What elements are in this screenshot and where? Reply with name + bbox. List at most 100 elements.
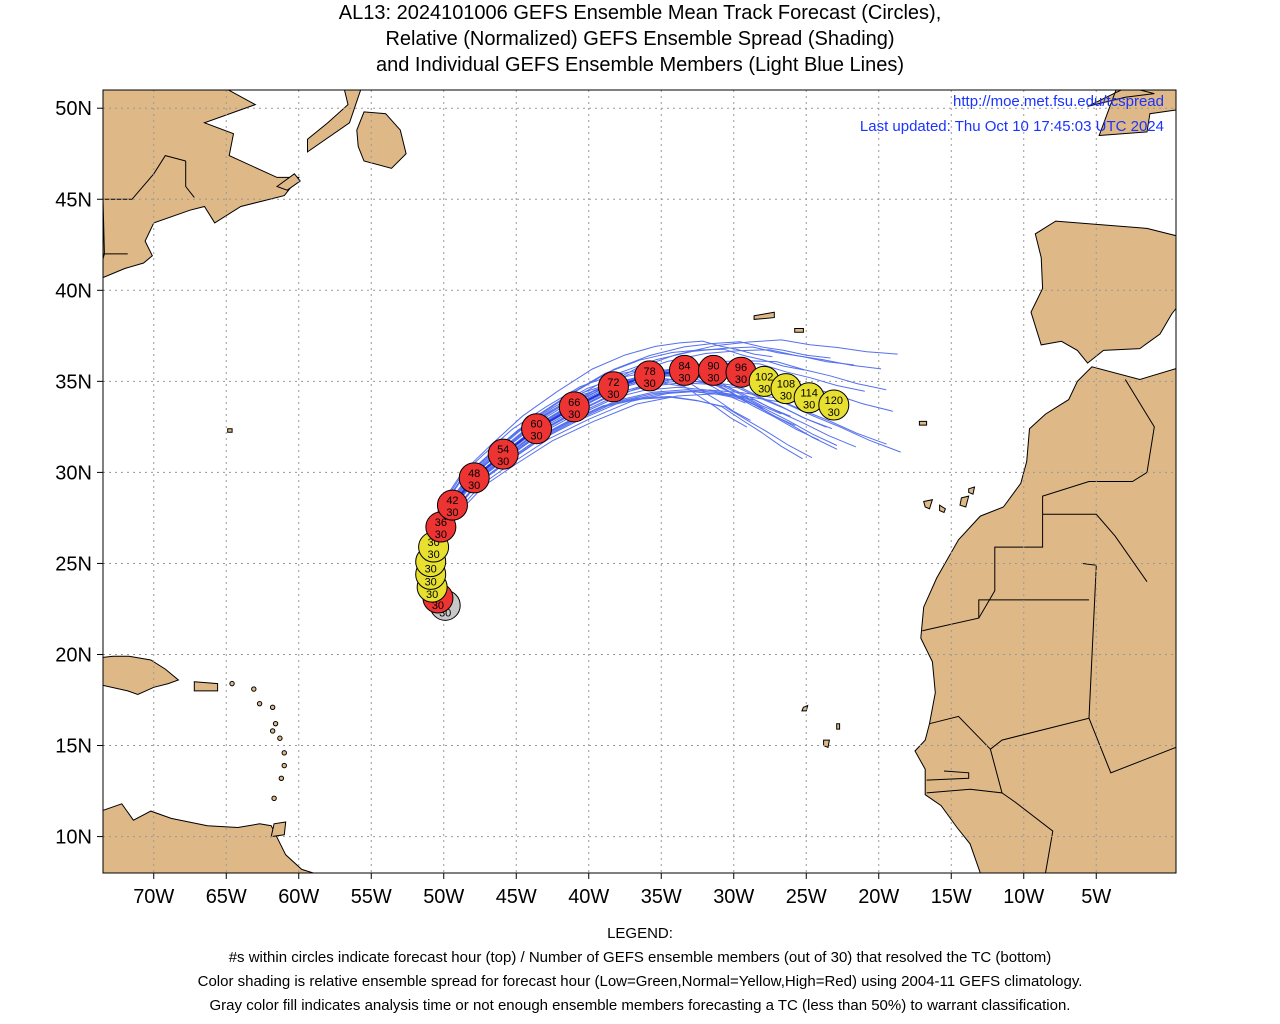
- title-line-3: and Individual GEFS Ensemble Members (Li…: [375, 54, 905, 76]
- member-track: [427, 389, 887, 606]
- lon-tick-label: 30W: [713, 886, 754, 908]
- lat-tick-label: 35N: [55, 371, 92, 393]
- lon-tick-label: 50W: [423, 886, 464, 908]
- land-puerto-rico: [193, 681, 219, 692]
- member-count-label: 30: [735, 374, 747, 386]
- lon-tick-label: 35W: [641, 886, 682, 908]
- last-updated-text: Last updated: Thu Oct 10 17:45:03 UTC 20…: [859, 118, 1164, 135]
- forecast-hour-label: 102: [755, 371, 773, 383]
- lon-tick-label: 55W: [351, 886, 392, 908]
- lat-tick-label: 20N: [55, 644, 92, 666]
- lon-tick-label: 25W: [786, 886, 827, 908]
- member-count-label: 30: [530, 431, 542, 443]
- title-line-2: Relative (Normalized) GEFS Ensemble Spre…: [385, 28, 895, 50]
- land-layer: [103, 90, 1176, 873]
- member-count-label: 30: [426, 589, 438, 601]
- forecast-hour-label: 42: [446, 495, 458, 507]
- land-cape-breton: [275, 173, 301, 191]
- forecast-hour-label: 60: [530, 419, 542, 431]
- island-dot: [269, 704, 276, 710]
- country-border: [1088, 718, 1176, 774]
- land-brittany-uk: [1087, 90, 1176, 137]
- member-count-label: 30: [468, 480, 480, 492]
- land-trinidad: [270, 821, 287, 838]
- land-madeira: [918, 420, 928, 426]
- lon-tick-label: 15W: [931, 886, 972, 908]
- lon-tick-label: 65W: [206, 886, 247, 908]
- forecast-hour-label: 90: [707, 360, 719, 372]
- member-count-label: 30: [432, 600, 444, 612]
- land-africa: [914, 366, 1176, 873]
- land-newfoundland: [307, 90, 362, 153]
- forecast-points: 0306301230183024303030363042304830543060…: [415, 354, 850, 621]
- island-dot: [278, 775, 285, 782]
- forecast-circle: [521, 413, 553, 445]
- member-count-label: 30: [425, 576, 437, 588]
- member-track: [427, 393, 901, 606]
- member-count-label: 30: [435, 529, 447, 541]
- forecast-hour-label: 72: [607, 377, 619, 389]
- forecast-hour-label: 120: [825, 395, 843, 407]
- title-line-1: AL13: 2024101006 GEFS Ensemble Mean Trac…: [338, 2, 942, 24]
- member-count-label: 30: [497, 456, 509, 468]
- member-count-label: 30: [828, 407, 840, 419]
- longitude-labels: 70W 65W 60W 55W 50W 45W 40W 35W 30W 25W 20W 15W 10W 5…: [133, 873, 1111, 908]
- forecast-hour-label: 54: [497, 444, 509, 456]
- country-border: [978, 599, 1089, 619]
- country-border: [1001, 792, 1054, 873]
- map-frame: [102, 89, 1177, 874]
- member-count-label: 30: [644, 378, 656, 390]
- legend-line-2: Color shading is relative ensemble sprea…: [197, 973, 1083, 990]
- member-count-label: 30: [427, 549, 439, 561]
- state-border: [103, 155, 186, 200]
- land-cape-verde-c: [836, 723, 841, 730]
- legend-line-1: #s within circles indicate forecast hour…: [228, 949, 1052, 966]
- land-azores: [753, 311, 775, 320]
- member-track: [425, 373, 836, 606]
- land-canary-a: [939, 504, 947, 514]
- island-dot: [269, 728, 276, 734]
- legend-heading: LEGEND:: [607, 925, 673, 942]
- state-border: [185, 161, 195, 198]
- land-cape-verde-b: [801, 704, 809, 712]
- country-border: [926, 770, 970, 781]
- land-cape-verde-a: [823, 739, 831, 749]
- forecast-hour-label: 78: [644, 366, 656, 378]
- forecast-hour-label: 108: [777, 379, 795, 391]
- lon-tick-label: 40W: [568, 886, 609, 908]
- forecast-hour-label: 48: [468, 468, 480, 480]
- member-track: [425, 396, 813, 606]
- member-track: [428, 389, 838, 606]
- gridlines: [103, 90, 1176, 873]
- member-track: [431, 390, 838, 606]
- island-dot: [277, 735, 283, 741]
- member-track: [426, 379, 796, 606]
- forecast-hour-label: 114: [800, 388, 818, 400]
- member-count-label: 30: [425, 564, 437, 576]
- member-track: [429, 395, 803, 606]
- forecast-hour-label: 96: [735, 362, 747, 374]
- lon-tick-label: 45W: [496, 886, 537, 908]
- lat-tick-label: 40N: [55, 280, 92, 302]
- forecast-circle: [634, 360, 666, 392]
- lon-tick-label: 70W: [133, 886, 174, 908]
- forecast-circle: [458, 462, 490, 494]
- island-dot: [271, 795, 277, 802]
- member-count-label: 30: [678, 372, 690, 384]
- country-border: [1042, 513, 1148, 582]
- source-url-link[interactable]: http://moe.met.fsu.edu/tcspread: [953, 93, 1164, 110]
- legend-line-3: Gray color fill indicates analysis time …: [209, 997, 1071, 1014]
- member-count-label: 30: [446, 507, 458, 519]
- forecast-circle: [487, 438, 519, 470]
- member-count-label: 30: [707, 372, 719, 384]
